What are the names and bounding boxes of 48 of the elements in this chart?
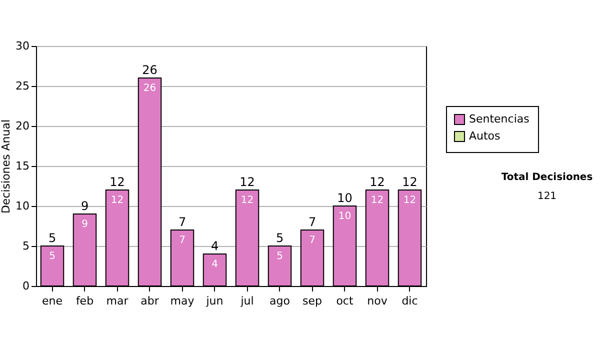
data-label: 12 bbox=[403, 195, 416, 206]
y-tick-label: 10 bbox=[16, 200, 30, 212]
y-axis-title: Decisiones Anual bbox=[0, 119, 13, 214]
text: 121 bbox=[536, 191, 558, 202]
total-label: 12 bbox=[110, 175, 125, 189]
data-label: 5 bbox=[276, 251, 283, 262]
y-tick-label: 20 bbox=[16, 120, 30, 132]
y-tick-label: 15 bbox=[16, 160, 30, 172]
y-tick-label: 0 bbox=[22, 280, 30, 292]
data-label: 12 bbox=[240, 195, 254, 206]
data-label: 10 bbox=[338, 211, 352, 222]
y-tick-label: 25 bbox=[16, 80, 30, 92]
total-label: 12 bbox=[402, 175, 418, 189]
data-label: 5 bbox=[49, 251, 56, 262]
x-tick-label: oct bbox=[336, 294, 354, 308]
text: Total Decisiones bbox=[500, 172, 594, 183]
total-label: 5 bbox=[48, 231, 56, 245]
data-label: 9 bbox=[82, 219, 88, 230]
data-label: 7 bbox=[179, 235, 186, 246]
total-label: 12 bbox=[370, 175, 385, 189]
data-label: 4 bbox=[212, 259, 218, 270]
y-tick-label: 5 bbox=[22, 240, 30, 252]
data-label: 12 bbox=[110, 195, 124, 206]
data-label: 12 bbox=[370, 195, 384, 206]
legend-label: Autos bbox=[469, 130, 501, 142]
x-tick-label: ago bbox=[270, 294, 290, 308]
total-label: 9 bbox=[80, 199, 89, 213]
x-tick-label: mar bbox=[106, 294, 129, 308]
total-label: 26 bbox=[142, 63, 158, 77]
x-tick-label: abr bbox=[140, 294, 160, 308]
total-label: 10 bbox=[337, 191, 352, 205]
total-label: 4 bbox=[210, 239, 219, 253]
x-tick-label: may bbox=[170, 294, 195, 308]
x-tick-label: sep bbox=[302, 294, 322, 308]
legend-label: Sentencias bbox=[469, 112, 530, 126]
total-label: 5 bbox=[276, 231, 284, 245]
x-tick-label: dic bbox=[402, 294, 418, 308]
total-label: 12 bbox=[240, 175, 255, 189]
data-label: 7 bbox=[309, 235, 316, 246]
total-label: 7 bbox=[178, 215, 186, 229]
data-label: 26 bbox=[143, 83, 156, 94]
x-tick-label: nov bbox=[367, 294, 388, 308]
x-tick-label: jun bbox=[205, 294, 224, 308]
total-label: 7 bbox=[308, 215, 316, 229]
x-tick-label: jul bbox=[240, 294, 254, 308]
x-tick-label: ene bbox=[42, 294, 63, 308]
x-tick-label: feb bbox=[76, 294, 94, 308]
y-tick-label: 30 bbox=[16, 40, 30, 52]
